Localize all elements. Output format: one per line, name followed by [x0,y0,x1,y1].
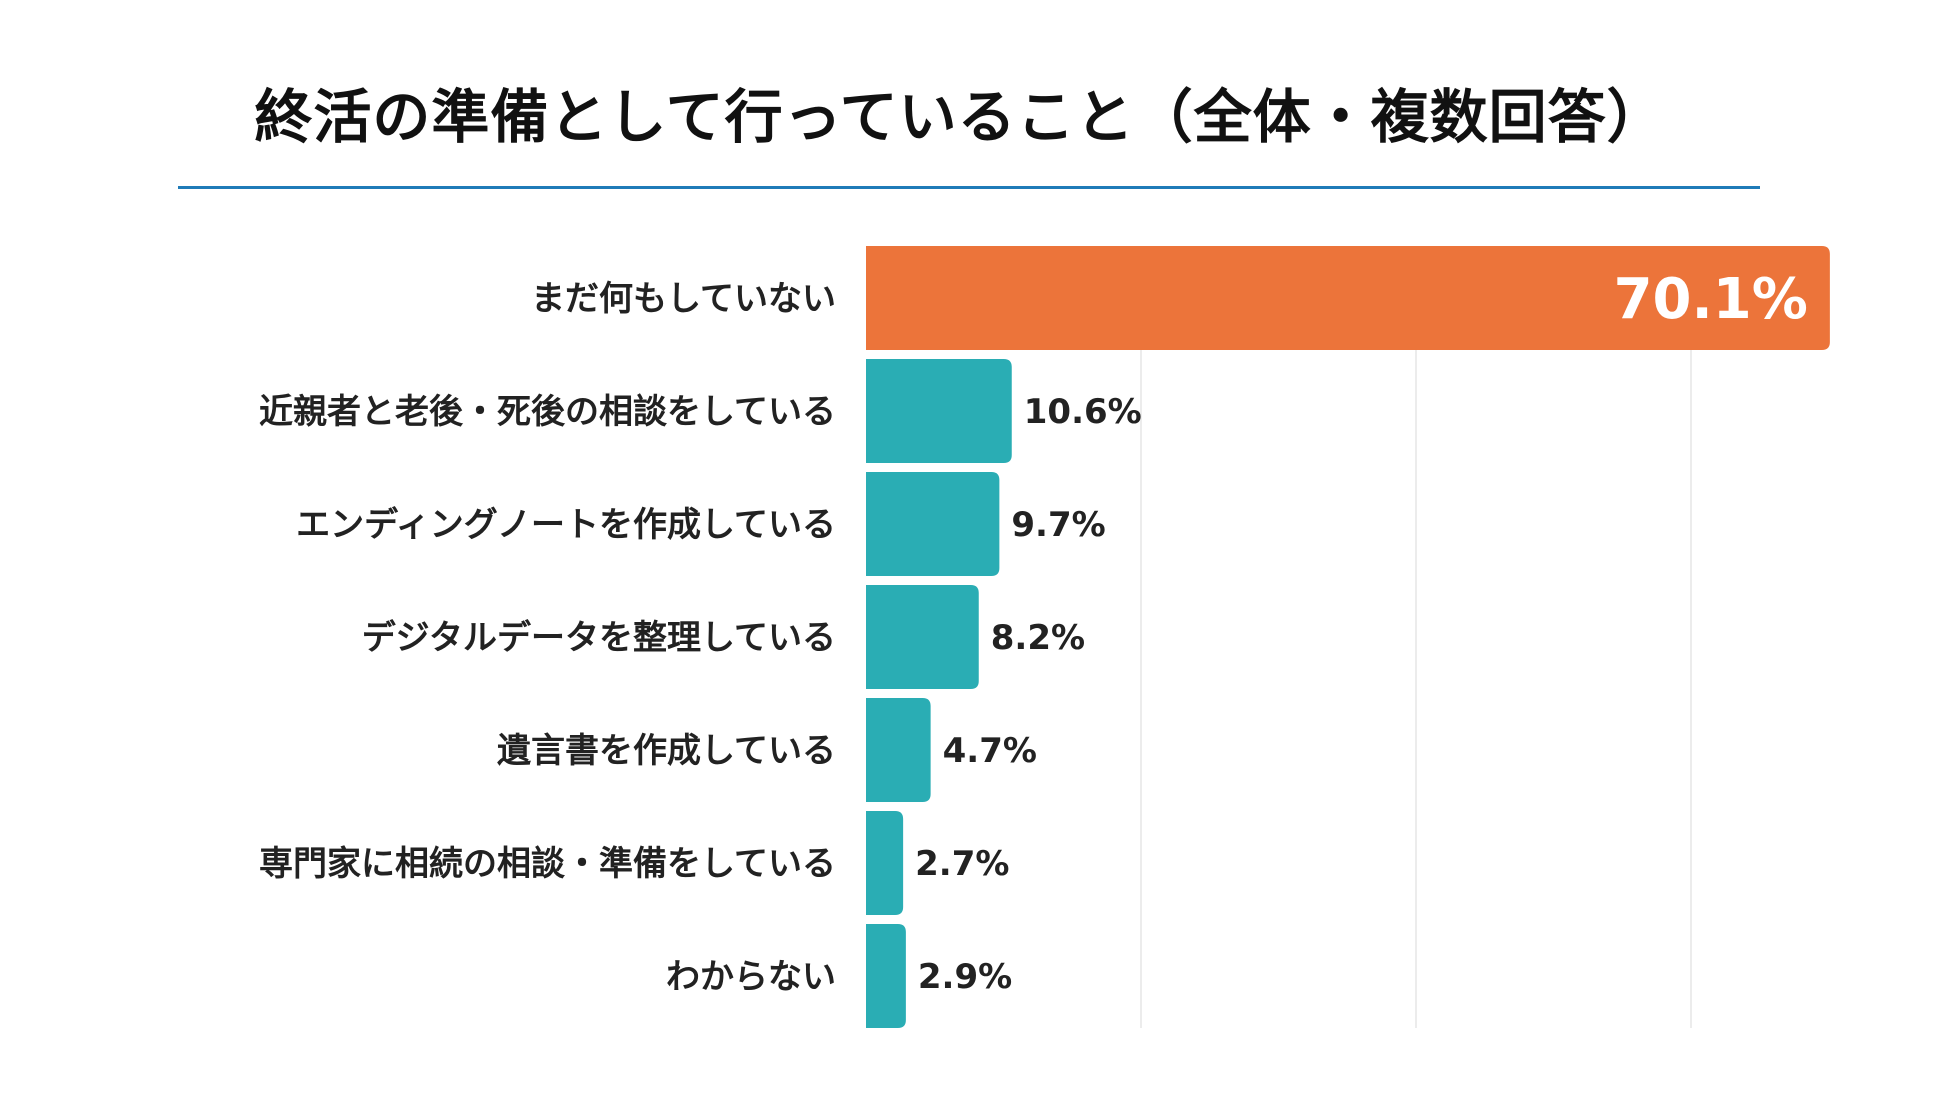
bar-5 [866,811,904,915]
category-label-6: わからない [666,957,836,997]
bar-1 [866,359,1012,463]
value-label-2: 9.7% [1011,505,1105,545]
bar-6 [866,924,906,1028]
category-label-0: まだ何もしていない [531,279,836,319]
title-divider [178,186,1760,189]
bar-3 [866,585,979,689]
category-label-4: 遺言書を作成している [497,731,836,771]
bar-0 [866,246,1830,350]
value-label-1: 10.6% [1024,392,1142,432]
value-label-0: 70.1% [1614,267,1808,332]
category-label-5: 専門家に相続の相談・準備をしている [259,844,836,884]
category-label-3: デジタルデータを整理している [362,618,836,658]
value-label-4: 4.7% [943,731,1037,771]
bar-2 [866,472,1000,576]
value-label-3: 8.2% [991,618,1085,658]
chart-title: 終活の準備として行っていること（全体・複数回答） [254,83,1666,151]
category-label-1: 近親者と老後・死後の相談をしている [259,392,836,432]
value-label-5: 2.7% [915,844,1009,884]
category-label-2: エンディングノートを作成している [296,505,836,545]
bar-4 [866,698,931,802]
value-label-6: 2.9% [918,957,1012,997]
